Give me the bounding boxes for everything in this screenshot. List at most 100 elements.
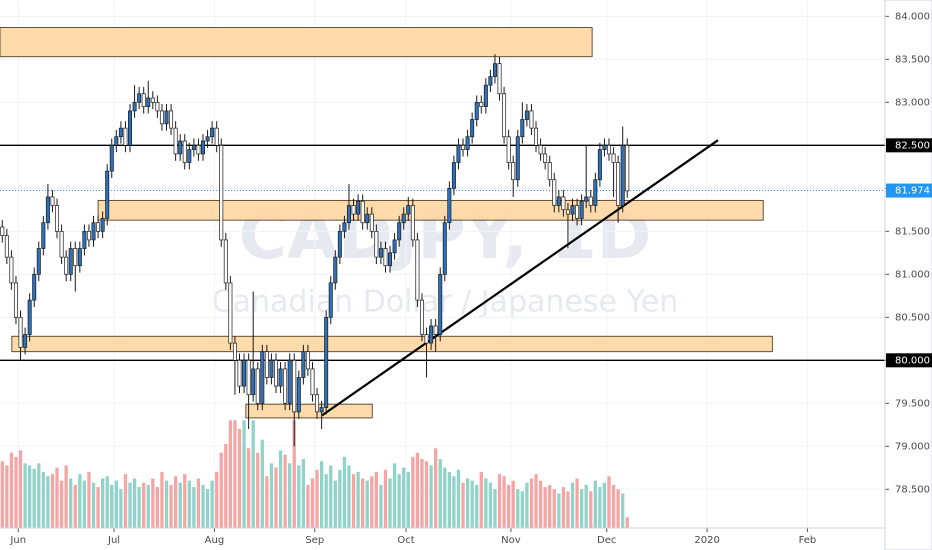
- candle-body: [260, 351, 265, 404]
- x-tick-label: Dec: [597, 535, 616, 546]
- price-label-bg: [886, 183, 932, 198]
- volume-bar: [479, 471, 483, 528]
- y-tick-label: 81.000: [895, 269, 930, 280]
- volume-bar: [242, 420, 246, 528]
- volume-bar: [342, 456, 347, 528]
- candle-body: [360, 200, 365, 224]
- candle-body: [214, 127, 219, 146]
- volume-bar: [361, 478, 365, 528]
- volume-bar: [557, 493, 561, 528]
- candle-body: [442, 222, 447, 275]
- candle-body: [50, 196, 55, 206]
- volume-bar: [552, 489, 556, 528]
- volume-bar: [379, 484, 383, 528]
- y-tick-label: 80.500: [895, 312, 930, 323]
- volume-bar: [128, 482, 132, 528]
- candle-body: [64, 256, 69, 275]
- volume-bar: [625, 517, 629, 528]
- volume-bar: [123, 474, 128, 528]
- volume-bar: [142, 482, 146, 528]
- y-tick-label: 81.500: [895, 226, 930, 237]
- volume-bar: [55, 467, 59, 528]
- volume-bar: [187, 480, 191, 528]
- price-axis-bg: [884, 0, 932, 550]
- candle-body: [611, 153, 616, 163]
- support-zone: [11, 335, 773, 353]
- candle-body: [607, 144, 612, 155]
- candle-body: [228, 282, 233, 344]
- volume-bar: [616, 489, 620, 528]
- candle-body: [524, 110, 529, 120]
- candle-body: [328, 282, 333, 318]
- volume-bar: [329, 465, 333, 528]
- candle-body: [59, 230, 64, 258]
- volume-bar: [210, 480, 214, 528]
- candle-body: [23, 334, 28, 348]
- candles: [0, 54, 630, 447]
- candle-body: [287, 359, 292, 404]
- x-tick-label: Sep: [305, 535, 324, 546]
- candle-body: [137, 93, 142, 103]
- volume-bar: [319, 461, 324, 528]
- candle-body: [305, 351, 310, 370]
- candle-body: [515, 136, 520, 181]
- candle-body: [296, 377, 301, 413]
- candle-body: [18, 316, 23, 348]
- candle-body: [96, 222, 101, 232]
- candle-body: [91, 222, 96, 241]
- candle-body: [479, 101, 484, 107]
- candle-body: [45, 196, 50, 224]
- x-tick-label: Oct: [397, 535, 414, 546]
- candle-body: [351, 205, 356, 215]
- candle-body: [114, 136, 119, 146]
- candle-body: [201, 140, 205, 155]
- candle-body: [552, 179, 557, 206]
- volume-bar: [452, 476, 456, 528]
- y-tick-label: 79.500: [895, 398, 930, 409]
- candle-body: [36, 248, 41, 275]
- candle-body: [292, 359, 297, 413]
- candle-body: [433, 325, 438, 335]
- candle-body: [369, 213, 374, 232]
- volume-bar: [110, 484, 114, 528]
- volume-bar: [146, 484, 150, 528]
- volume-bar: [443, 467, 447, 528]
- candle-body: [365, 213, 370, 224]
- volume-bar: [516, 489, 520, 528]
- candle-body: [319, 407, 324, 413]
- candle-body: [492, 63, 497, 77]
- volume-bar: [132, 478, 137, 528]
- candle-body: [301, 351, 306, 378]
- volume-bar: [529, 478, 534, 528]
- volume-bar: [183, 474, 187, 528]
- volume-bar: [402, 467, 406, 528]
- candle-body: [164, 110, 169, 125]
- volume-bar: [310, 478, 315, 528]
- candle-body: [324, 316, 329, 408]
- candle-body: [27, 299, 32, 335]
- price-label: 82.500: [895, 140, 930, 151]
- volume-bar: [538, 480, 543, 528]
- candle-body: [237, 359, 242, 387]
- x-tick-label: Aug: [205, 535, 225, 546]
- candle-body: [210, 127, 215, 138]
- volume-bar: [301, 459, 306, 528]
- volume-bar: [205, 489, 210, 528]
- candle-body: [543, 153, 548, 163]
- y-tick-label: 83.000: [895, 97, 930, 108]
- volume-bar: [228, 420, 233, 528]
- volume-bar: [570, 482, 575, 528]
- support-zone: [97, 199, 764, 221]
- volume-bar: [14, 456, 18, 528]
- candle-body: [415, 239, 420, 301]
- volume-bar: [497, 474, 502, 528]
- volume-bar: [160, 471, 164, 528]
- price-label: 81.974: [895, 186, 930, 197]
- volume-bar: [260, 439, 264, 528]
- candle-body: [456, 144, 461, 163]
- volume-bar: [219, 452, 223, 528]
- volume-bar: [297, 465, 301, 528]
- candle-body: [470, 119, 475, 138]
- candle-body: [570, 205, 575, 215]
- candle-body: [561, 196, 566, 211]
